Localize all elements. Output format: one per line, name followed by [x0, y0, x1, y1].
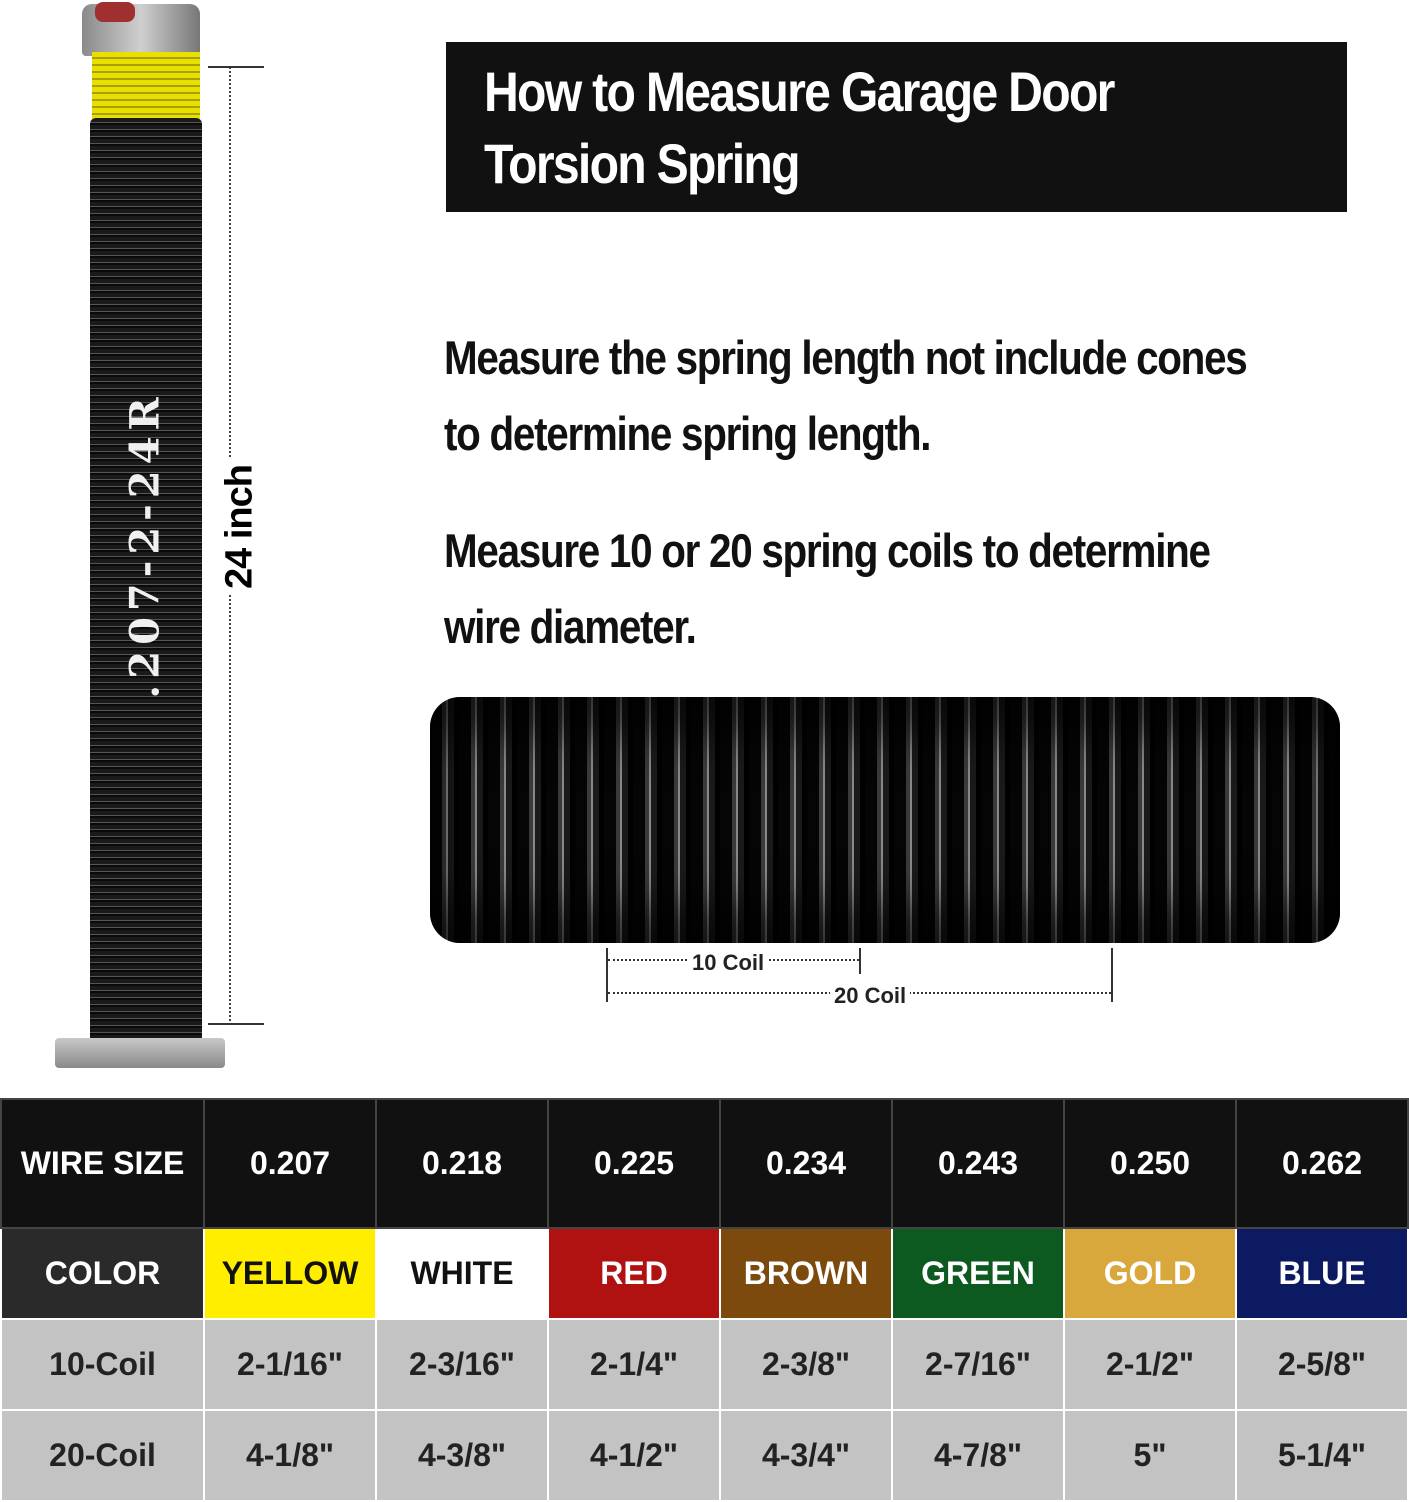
instruction-wire: Measure 10 or 20 spring coils to determi…: [444, 513, 1211, 665]
color-cell: BLUE: [1235, 1227, 1409, 1320]
instruction-length: Measure the spring length not include co…: [444, 320, 1248, 472]
cone-set-screw: [95, 2, 135, 22]
table-row-10-coil: 10-Coil 2-1/16" 2-3/16" 2-1/4" 2-3/8" 2-…: [0, 1318, 1409, 1411]
ten-coil-label: 10 Coil: [688, 950, 769, 976]
twenty-coil-label: 20 Coil: [830, 983, 911, 1009]
color-cell: BROWN: [719, 1227, 893, 1320]
title-line-1: How to Measure Garage Door: [484, 60, 1115, 123]
dimension-tick-bottom: [208, 1023, 264, 1025]
table-cell: 2-5/8": [1235, 1318, 1409, 1411]
title-line-2: Torsion Spring: [484, 132, 801, 195]
table-cell: 4-1/8": [203, 1409, 377, 1502]
twenty-coil-end: [1111, 948, 1113, 1002]
table-cell: 4-3/4": [719, 1409, 893, 1502]
header-cell: 0.250: [1063, 1098, 1237, 1229]
table-cell: 5": [1063, 1409, 1237, 1502]
header-cell: 0.243: [891, 1098, 1065, 1229]
table-cell: 2-1/2": [1063, 1318, 1237, 1411]
color-cell: YELLOW: [203, 1227, 377, 1320]
table-cell: 2-3/16": [375, 1318, 549, 1411]
header-cell: 0.234: [719, 1098, 893, 1229]
ten-coil-end: [859, 948, 861, 974]
dimension-tick-top: [208, 66, 264, 68]
table-cell: 4-7/8": [891, 1409, 1065, 1502]
color-cell: RED: [547, 1227, 721, 1320]
header-cell: 0.225: [547, 1098, 721, 1229]
coil-closeup-image: [430, 697, 1340, 943]
table-cell: 4-1/2": [547, 1409, 721, 1502]
table-cell: 2-1/16": [203, 1318, 377, 1411]
color-cell: GOLD: [1063, 1227, 1237, 1320]
table-cell: 2-7/16": [891, 1318, 1065, 1411]
title-banner: How to Measure Garage Door Torsion Sprin…: [446, 42, 1347, 212]
row-label: 20-Coil: [0, 1409, 205, 1502]
header-cell: 0.218: [375, 1098, 549, 1229]
color-cell: WHITE: [375, 1227, 549, 1320]
table-cell: 2-1/4": [547, 1318, 721, 1411]
table-cell: 5-1/4": [1235, 1409, 1409, 1502]
torsion-spring-image: [90, 118, 202, 1043]
spring-code-text: .207-2-24R: [121, 391, 169, 699]
header-cell: 0.207: [203, 1098, 377, 1229]
table-row-color: COLOR YELLOW WHITE RED BROWN GREEN GOLD …: [0, 1227, 1409, 1320]
table-cell: 2-3/8": [719, 1318, 893, 1411]
color-cell: GREEN: [891, 1227, 1065, 1320]
coil-measure-start: [606, 948, 608, 1002]
instruction-line: Measure the spring length not include co…: [444, 331, 1248, 384]
wire-size-table: WIRE SIZE 0.207 0.218 0.225 0.234 0.243 …: [0, 1098, 1409, 1502]
spring-color-code-yellow: [92, 52, 200, 122]
table-row-20-coil: 20-Coil 4-1/8" 4-3/8" 4-1/2" 4-3/4" 4-7/…: [0, 1409, 1409, 1502]
instruction-line: Measure 10 or 20 spring coils to determi…: [444, 524, 1211, 577]
instruction-line: wire diameter.: [444, 600, 697, 653]
table-row-wire-size: WIRE SIZE 0.207 0.218 0.225 0.234 0.243 …: [0, 1098, 1409, 1229]
table-cell: 4-3/8": [375, 1409, 549, 1502]
instruction-line: to determine spring length.: [444, 407, 931, 460]
header-cell: WIRE SIZE: [0, 1098, 205, 1229]
row-label: COLOR: [0, 1227, 205, 1320]
spring-stationary-plate: [55, 1038, 225, 1068]
length-label: 24 inch: [218, 459, 262, 595]
header-cell: 0.262: [1235, 1098, 1409, 1229]
row-label: 10-Coil: [0, 1318, 205, 1411]
